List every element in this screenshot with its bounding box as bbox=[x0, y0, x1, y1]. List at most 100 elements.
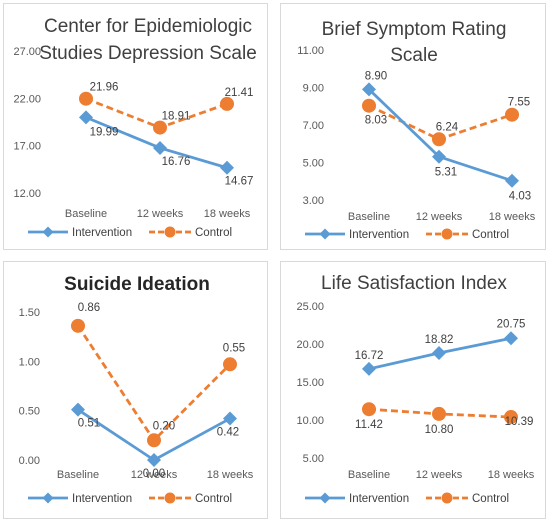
x-tick-label: 12 weeks bbox=[137, 208, 184, 220]
data-point-control bbox=[432, 406, 446, 421]
legend-label-intervention: Intervention bbox=[349, 493, 409, 505]
y-tick-label: 1.50 bbox=[19, 307, 40, 319]
data-label-control: 0.55 bbox=[223, 342, 245, 354]
x-tick-label: 12 weeks bbox=[416, 469, 463, 481]
x-tick-label: 18 weeks bbox=[489, 211, 536, 223]
data-point-intervention bbox=[432, 345, 446, 360]
chart-panel-bsrs: Brief Symptom Rating Scale 11.00 9.00 7.00 5.… bbox=[280, 3, 546, 250]
chart-svg: Life Satisfaction Index 25.00 20.00 15.00 10… bbox=[296, 273, 535, 505]
data-point-intervention bbox=[362, 361, 376, 376]
x-tick-label: Baseline bbox=[57, 469, 99, 481]
data-point-control bbox=[71, 318, 85, 333]
data-point-control bbox=[504, 410, 518, 425]
chart-panel-life-satisfaction: Life Satisfaction Index 25.00 20.00 15.00 10… bbox=[280, 261, 546, 519]
data-point-control bbox=[220, 96, 234, 111]
data-point-intervention bbox=[362, 82, 376, 97]
data-point-intervention bbox=[79, 110, 93, 125]
chart-panel-cesd: Center for Epidemiologic Studies Depressi… bbox=[3, 3, 268, 250]
data-label-control: 18.91 bbox=[162, 111, 191, 123]
data-label-intervention: 8.90 bbox=[365, 70, 387, 82]
data-point-intervention bbox=[223, 411, 237, 426]
data-point-intervention bbox=[71, 402, 85, 417]
legend-marker-intervention bbox=[42, 226, 54, 238]
legend-label-intervention: Intervention bbox=[72, 227, 132, 239]
data-label-intervention: 5.31 bbox=[435, 167, 457, 179]
data-label-control: 21.41 bbox=[225, 87, 254, 99]
data-label-control: 10.39 bbox=[505, 416, 534, 428]
y-tick-label: 5.00 bbox=[303, 453, 324, 465]
data-label-control: 10.80 bbox=[425, 424, 454, 436]
legend-marker-control bbox=[164, 492, 176, 504]
chart-title-line: Suicide Ideation bbox=[64, 274, 210, 295]
chart-svg: Suicide Ideation 1.50 1.00 0.50 0.00 Baseline… bbox=[19, 274, 254, 505]
y-tick-label: 1.00 bbox=[19, 356, 40, 368]
x-tick-label: Baseline bbox=[65, 208, 107, 220]
legend-marker-control bbox=[441, 228, 453, 240]
data-point-control bbox=[362, 98, 376, 113]
y-tick-label: 10.00 bbox=[296, 415, 324, 427]
y-tick-label: 5.00 bbox=[303, 158, 324, 170]
legend-marker-intervention bbox=[319, 492, 331, 504]
y-tick-label: 3.00 bbox=[303, 195, 324, 207]
y-tick-label: 17.00 bbox=[13, 141, 41, 153]
y-tick-label: 0.50 bbox=[19, 406, 40, 418]
y-tick-label: 15.00 bbox=[296, 377, 324, 389]
data-label-control: 8.03 bbox=[365, 115, 387, 127]
data-point-intervention bbox=[147, 453, 161, 467]
data-point-control bbox=[147, 433, 161, 448]
legend-marker-intervention bbox=[42, 492, 54, 504]
chart-title-line: Scale bbox=[390, 45, 438, 66]
y-tick-label: 0.00 bbox=[19, 455, 40, 467]
data-label-control: 21.96 bbox=[90, 82, 119, 94]
y-tick-label: 11.00 bbox=[297, 45, 324, 57]
chart-title-line: Studies Depression Scale bbox=[39, 43, 257, 64]
legend-marker-control bbox=[164, 226, 176, 238]
legend-label-control: Control bbox=[195, 493, 232, 505]
y-tick-label: 20.00 bbox=[296, 339, 324, 351]
x-tick-label: 18 weeks bbox=[204, 208, 251, 220]
data-point-intervention bbox=[220, 160, 234, 175]
data-label-control: 7.55 bbox=[508, 97, 530, 109]
legend-marker-intervention bbox=[319, 228, 331, 240]
data-label-intervention: 18.82 bbox=[425, 334, 454, 346]
x-tick-label: 12 weeks bbox=[131, 469, 178, 481]
data-label-intervention: 14.67 bbox=[225, 176, 254, 188]
x-tick-label: 18 weeks bbox=[488, 469, 535, 481]
data-label-control: 0.86 bbox=[78, 302, 100, 314]
data-point-control bbox=[362, 402, 376, 417]
x-tick-label: 12 weeks bbox=[416, 211, 463, 223]
data-point-control bbox=[223, 357, 237, 372]
data-point-intervention bbox=[505, 173, 519, 188]
data-label-intervention: 20.75 bbox=[497, 318, 526, 330]
data-label-intervention: 0.42 bbox=[217, 427, 239, 439]
legend-label-intervention: Intervention bbox=[72, 493, 132, 505]
chart-panel-suicide-ideation: Suicide Ideation 1.50 1.00 0.50 0.00 Baseline… bbox=[3, 261, 268, 519]
chart-svg: Brief Symptom Rating Scale 11.00 9.00 7.00 5.… bbox=[297, 19, 536, 241]
x-tick-label: Baseline bbox=[348, 469, 390, 481]
data-label-intervention: 19.99 bbox=[90, 126, 119, 138]
chart-title-line: Life Satisfaction Index bbox=[321, 273, 507, 294]
legend-label-control: Control bbox=[195, 227, 232, 239]
legend-label-intervention: Intervention bbox=[349, 229, 409, 241]
data-label-intervention: 0.00 bbox=[143, 468, 165, 480]
data-point-control bbox=[432, 132, 446, 147]
chart-title-line: Center for Epidemiologic bbox=[44, 16, 252, 37]
data-point-intervention bbox=[504, 331, 518, 346]
y-tick-label: 12.00 bbox=[13, 188, 41, 200]
y-tick-label: 9.00 bbox=[303, 83, 324, 95]
y-tick-label: 27.00 bbox=[13, 46, 41, 58]
data-point-control bbox=[153, 120, 167, 135]
data-label-intervention: 16.72 bbox=[355, 350, 384, 362]
data-point-intervention bbox=[153, 140, 167, 155]
data-label-intervention: 4.03 bbox=[509, 191, 531, 203]
data-point-intervention bbox=[432, 149, 446, 164]
data-label-intervention: 0.51 bbox=[78, 418, 100, 430]
data-point-control bbox=[505, 107, 519, 122]
data-label-control: 0.20 bbox=[153, 420, 175, 432]
x-tick-label: Baseline bbox=[348, 211, 390, 223]
y-tick-label: 7.00 bbox=[303, 120, 324, 132]
y-tick-label: 22.00 bbox=[13, 93, 41, 105]
legend-label-control: Control bbox=[472, 229, 509, 241]
legend-marker-control bbox=[441, 492, 453, 504]
legend-label-control: Control bbox=[472, 493, 509, 505]
